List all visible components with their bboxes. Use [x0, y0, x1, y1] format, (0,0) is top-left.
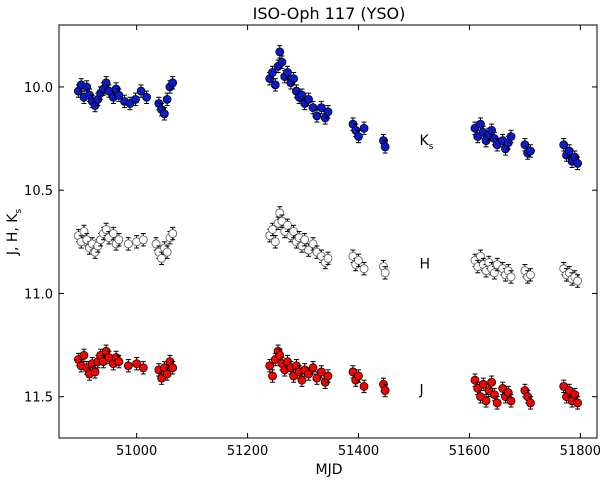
- band-label: H: [420, 257, 431, 273]
- y-tick-label: 10.5: [24, 184, 53, 199]
- data-point: [123, 239, 133, 249]
- data-point: [573, 276, 582, 286]
- data-point: [354, 256, 363, 265]
- x-tick-label: 51600: [449, 444, 490, 459]
- data-point: [283, 220, 292, 230]
- data-point: [138, 363, 148, 373]
- series-K: [74, 45, 582, 171]
- data-point: [312, 111, 322, 121]
- y-tick-label: 11.0: [24, 287, 53, 302]
- data-point: [506, 396, 516, 406]
- data-point: [323, 107, 333, 117]
- data-point: [168, 78, 178, 88]
- series-J: [74, 344, 582, 410]
- y-axis-label-main: J, H, K: [5, 213, 21, 256]
- data-point: [114, 235, 124, 245]
- data-point: [308, 103, 318, 112]
- band-label: Ks: [420, 133, 434, 152]
- y-axis-ticks: 10.0 10.5 11.0 11.5: [24, 81, 597, 406]
- y-tick-label: 10.0: [24, 81, 53, 96]
- data-point: [275, 47, 285, 57]
- data-point: [481, 396, 491, 406]
- series-H: [74, 206, 582, 288]
- plot-frame: [58, 24, 598, 439]
- data-point: [138, 235, 148, 245]
- data-point: [380, 386, 390, 395]
- data-point: [308, 239, 318, 249]
- data-point: [526, 398, 535, 408]
- data-point: [380, 268, 390, 278]
- band-label: J: [419, 383, 424, 399]
- data-point: [268, 371, 277, 381]
- data-point: [573, 158, 582, 168]
- data-point: [275, 208, 285, 218]
- data-point: [300, 235, 310, 245]
- data-point: [380, 142, 390, 152]
- data-point: [323, 371, 333, 381]
- data-point: [168, 363, 178, 373]
- data-point: [359, 123, 369, 133]
- x-axis-label: MJD: [316, 462, 343, 478]
- data-point: [323, 253, 333, 263]
- data-point: [506, 272, 516, 282]
- data-point: [354, 132, 363, 141]
- data-point: [316, 367, 326, 377]
- y-axis-label-sub: s: [14, 209, 24, 214]
- data-point: [123, 361, 133, 371]
- data-point: [270, 80, 280, 90]
- data-point: [90, 367, 100, 377]
- data-point: [162, 94, 172, 104]
- data-point: [270, 237, 280, 247]
- y-tick-label: 11.5: [24, 391, 53, 406]
- data-point: [359, 264, 369, 274]
- data-point: [359, 381, 369, 391]
- chart-title: ISO-Oph 117 (YSO): [253, 4, 406, 23]
- data-point: [354, 371, 363, 381]
- data-point: [114, 357, 124, 366]
- data-point: [297, 375, 307, 385]
- data-point: [159, 109, 169, 119]
- data-point: [316, 103, 326, 112]
- x-tick-label: 51000: [116, 444, 157, 459]
- data-point: [283, 68, 292, 77]
- data-point: [79, 350, 89, 360]
- data-point: [142, 92, 152, 102]
- data-point: [277, 57, 287, 67]
- y-axis-label: J, H, Ks: [5, 209, 24, 257]
- data-point: [506, 132, 516, 141]
- x-tick-label: 51200: [227, 444, 268, 459]
- data-point: [304, 94, 313, 104]
- data-point: [289, 74, 299, 84]
- data-point: [131, 94, 140, 104]
- data-marks: [74, 45, 582, 410]
- x-axis-ticks: 51000 51200 51400 51600 51800: [116, 25, 600, 459]
- data-point: [492, 398, 502, 408]
- data-point: [308, 363, 318, 373]
- data-point: [573, 398, 582, 408]
- data-point: [162, 247, 172, 257]
- x-tick-label: 51800: [560, 444, 600, 459]
- data-point: [526, 270, 535, 280]
- data-point: [168, 229, 178, 238]
- data-point: [275, 350, 285, 360]
- data-point: [132, 359, 142, 369]
- x-tick-label: 51400: [338, 444, 379, 459]
- band-labels: Ks H J: [419, 133, 434, 399]
- data-point: [487, 377, 497, 387]
- data-point: [526, 146, 535, 156]
